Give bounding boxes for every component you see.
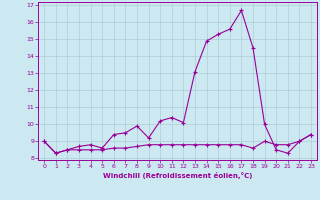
X-axis label: Windchill (Refroidissement éolien,°C): Windchill (Refroidissement éolien,°C) <box>103 172 252 179</box>
